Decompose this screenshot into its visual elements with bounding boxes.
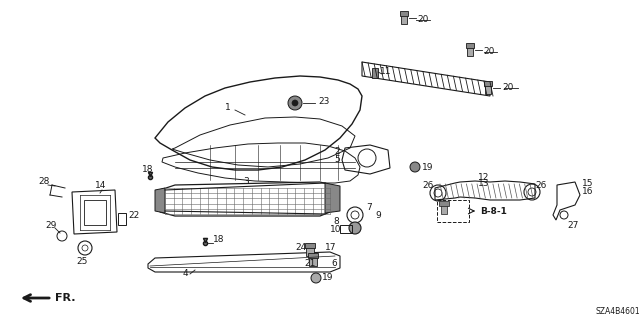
Bar [84, 200, 106, 225]
Bar [118, 213, 126, 225]
Text: 14: 14 [95, 182, 106, 190]
Bar [467, 46, 473, 56]
Text: 6: 6 [331, 259, 337, 269]
Text: 28: 28 [38, 177, 49, 187]
Text: 21: 21 [304, 258, 316, 268]
Text: 22: 22 [128, 211, 140, 219]
Text: 20: 20 [502, 84, 513, 93]
Text: 26: 26 [535, 181, 547, 189]
Bar [401, 14, 407, 24]
Text: 19: 19 [422, 162, 433, 172]
Text: 27: 27 [567, 221, 579, 231]
Polygon shape [155, 188, 165, 213]
Text: 4: 4 [183, 270, 189, 278]
Text: 3: 3 [243, 177, 249, 187]
Circle shape [311, 273, 321, 283]
Circle shape [349, 222, 361, 234]
Text: 5: 5 [334, 155, 340, 165]
Text: 13: 13 [478, 180, 490, 189]
Circle shape [292, 100, 298, 106]
Text: 9: 9 [375, 211, 381, 219]
Bar [439, 201, 449, 206]
Text: 18: 18 [142, 166, 154, 174]
Circle shape [410, 162, 420, 172]
Text: 29: 29 [45, 220, 56, 229]
Bar [437, 200, 469, 222]
Text: 26: 26 [422, 181, 433, 189]
Text: SZA4B4601: SZA4B4601 [595, 308, 639, 316]
Text: 7: 7 [366, 204, 372, 212]
Bar [484, 81, 492, 86]
Text: FR.: FR. [55, 293, 76, 303]
Bar [340, 225, 352, 233]
Polygon shape [362, 62, 490, 96]
Bar [308, 253, 318, 258]
Bar [466, 43, 474, 48]
Bar [309, 256, 317, 266]
Text: 18: 18 [213, 235, 225, 244]
Bar [485, 84, 491, 94]
Text: 24: 24 [295, 243, 307, 253]
Circle shape [288, 96, 302, 110]
Text: 11: 11 [380, 68, 392, 77]
Text: 20: 20 [417, 16, 428, 25]
Text: 2: 2 [334, 147, 340, 157]
Text: 25: 25 [76, 257, 88, 266]
Text: 23: 23 [318, 98, 330, 107]
Text: B-8-1: B-8-1 [480, 206, 507, 216]
Text: 10: 10 [330, 226, 342, 234]
Text: 1: 1 [225, 103, 231, 113]
Text: 17: 17 [325, 243, 337, 253]
Bar [372, 68, 378, 78]
Text: 15: 15 [582, 179, 593, 188]
Text: 12: 12 [478, 174, 490, 182]
Bar [306, 246, 314, 256]
Bar [441, 204, 447, 214]
Text: 20: 20 [483, 48, 494, 56]
Text: 19: 19 [322, 273, 333, 283]
Polygon shape [325, 183, 340, 213]
Text: 8: 8 [333, 218, 339, 226]
Bar [400, 11, 408, 16]
Text: 16: 16 [582, 187, 593, 196]
Bar [305, 243, 315, 248]
Polygon shape [160, 182, 335, 216]
